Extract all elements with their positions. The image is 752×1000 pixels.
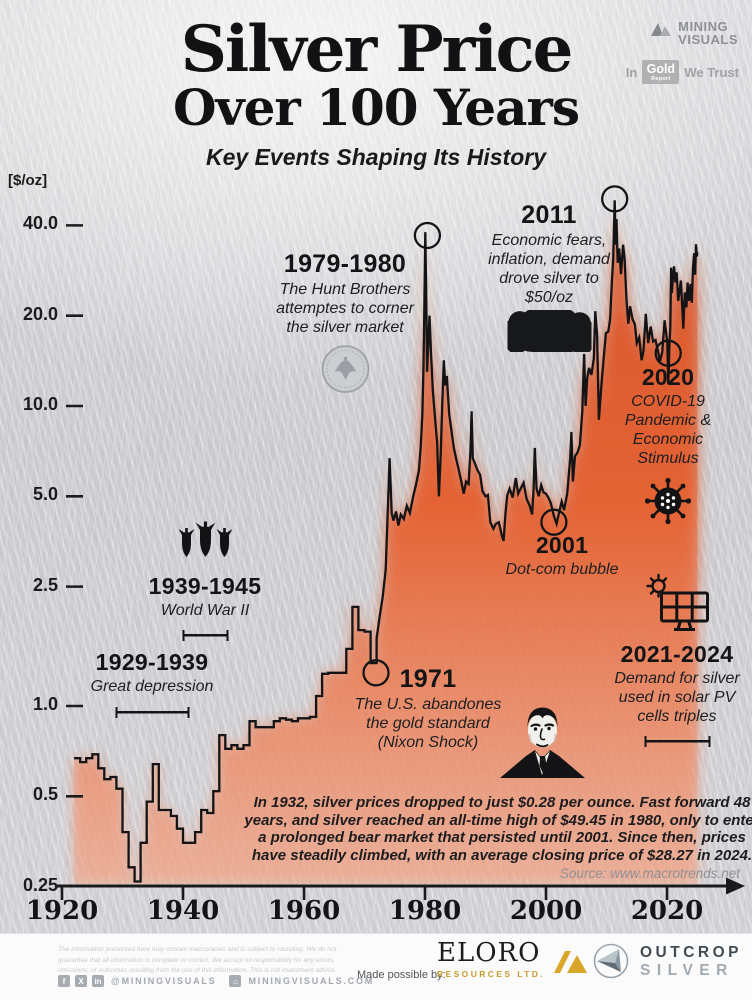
solar-panel-icon <box>645 573 709 631</box>
igwt-we-trust: We Trust <box>684 64 739 80</box>
event-text: COVID-19 Pandemic & Economic Stimulus <box>624 393 712 467</box>
x-axis-tick-label: 1940 <box>146 896 220 926</box>
igwt-gold: Gold <box>646 62 676 76</box>
eloro-subtitle: RESOURCES LTD. <box>437 969 546 979</box>
event-years: 1929-1939 <box>95 649 209 675</box>
y-axis-tick-label: 20.0 <box>22 303 58 324</box>
event-years: 1939-1945 <box>148 573 262 599</box>
year-range-bracket <box>644 735 710 747</box>
event-text: Great depression <box>90 678 214 695</box>
event-years: 2021-2024 <box>620 641 734 667</box>
mining-visuals-line2: VISUALS <box>678 32 738 48</box>
eloro-name: ELORO <box>437 938 541 968</box>
event-text: The Hunt Brothers attemptes to corner th… <box>276 281 414 336</box>
linkedin-icon: in <box>92 975 104 987</box>
x-axis <box>55 877 745 900</box>
event-marker-circle <box>601 185 629 213</box>
coronavirus-icon <box>644 477 692 524</box>
event-marker-circle <box>362 659 390 687</box>
annotation-great-depression: 1929-1939 Great depression <box>55 649 250 718</box>
event-years: 2011 <box>521 201 577 229</box>
header: Silver Price Over 100 Years Key Events S… <box>0 16 752 171</box>
igwt-gold-box: Gold Report <box>642 60 680 85</box>
social-row: f X in @MININGVISUALS ⌂ MININGVISUALS.CO… <box>58 975 382 987</box>
outcrop-line1: OUTCROP <box>640 943 742 961</box>
event-text: Demand for silver used in solar PV cells… <box>614 670 740 725</box>
event-years: 1971 <box>399 665 457 693</box>
y-axis-tick-label: 10.0 <box>22 394 58 414</box>
three-stars-icon <box>499 297 599 355</box>
event-text: Economic fears, inflation, demand drove … <box>488 232 610 306</box>
y-axis-tick-label: 2.5 <box>32 574 58 595</box>
igwt-report: Report <box>651 75 671 82</box>
y-axis-tick-label: 0.25 <box>22 874 58 895</box>
caption-paragraph: In 1932, silver prices dropped to just $… <box>244 794 752 865</box>
mining-visuals-line1: MINING <box>678 19 729 34</box>
igwt-in: In <box>625 64 638 80</box>
mining-visuals-logo: MINING VISUALS <box>650 20 738 47</box>
event-marker-circle <box>654 339 682 367</box>
event-text: The U.S. abandones the gold standard (Ni… <box>354 696 502 751</box>
event-text: World War II <box>160 602 250 619</box>
website-url: MININGVISUALS.COM <box>248 976 375 986</box>
y-axis-tick-label: 40.0 <box>22 213 58 234</box>
made-possible-by-label: Made possible by: <box>357 969 446 981</box>
event-text: Dot-com bubble <box>505 561 619 578</box>
page-subtitle: Key Events Shaping Its History <box>206 144 546 171</box>
annotation-1971: 1971 The U.S. abandones the gold standar… <box>326 665 531 753</box>
home-icon: ⌂ <box>229 975 242 987</box>
disclaimer-text: The information presented here may conta… <box>58 946 337 975</box>
event-marker-circle <box>540 508 568 536</box>
footer-bar: The information presented here may conta… <box>0 933 752 1000</box>
page-title: Silver Price <box>180 12 574 87</box>
y-axis-unit-label: [$/oz] <box>8 172 48 189</box>
x-axis-tick-label: 1960 <box>267 896 341 926</box>
outcrop-mark-icon <box>593 943 629 979</box>
event-years: 1979-1980 <box>283 250 407 278</box>
event-years: 2001 <box>535 532 589 558</box>
x-axis-tick-label: 1980 <box>388 896 462 926</box>
page-title-line2: Over 100 Years <box>173 78 580 138</box>
y-axis-tick-label: 5.0 <box>32 484 58 505</box>
bombs-icon <box>178 521 232 557</box>
mining-visuals-mark-icon <box>651 23 672 36</box>
annotation-hunt-brothers: 1979-1980 The Hunt Brothers attemptes to… <box>238 250 453 399</box>
x-axis-tick-label: 2000 <box>509 896 583 926</box>
y-axis-tick-label: 1.0 <box>32 694 58 714</box>
x-twitter-icon: X <box>75 975 87 987</box>
x-axis-tick-label: 1920 <box>25 896 99 926</box>
event-marker-circle <box>413 221 442 250</box>
event-years: 2020 <box>641 364 695 390</box>
silver-coin-icon <box>321 344 369 393</box>
in-gold-we-trust-logo: In Gold Report We Trust <box>625 60 739 85</box>
outcrop-silver-logo: OUTCROP SILVER <box>592 942 742 980</box>
year-range-bracket <box>182 629 228 641</box>
facebook-icon: f <box>58 975 70 987</box>
nixon-portrait-icon <box>496 696 588 783</box>
y-axis-ticks <box>66 224 83 798</box>
y-axis-tick-label: 0.5 <box>32 784 58 805</box>
social-handle: @MININGVISUALS <box>111 976 217 986</box>
eloro-mark-icon <box>554 950 588 973</box>
annotation-2001: 2001 Dot-com bubble <box>470 532 655 580</box>
outcrop-line2: SILVER <box>640 962 734 980</box>
annotation-2020: 2020 COVID-19 Pandemic & Economic Stimul… <box>593 364 743 531</box>
annotation-solar: 2021-2024 Demand for silver used in sola… <box>595 572 752 747</box>
year-range-bracket <box>115 706 189 718</box>
price-line <box>74 200 699 883</box>
axis-arrowhead <box>726 877 745 895</box>
eloro-logo: ELORO RESOURCES LTD. <box>437 940 590 979</box>
x-axis-tick-label: 2020 <box>630 896 704 926</box>
source-credit: Source: www.macrotrends.net <box>559 866 740 881</box>
annotation-2011: 2011 Economic fears, inflation, demand d… <box>452 201 647 357</box>
annotation-ww2: 1939-1945 World War II <box>118 520 293 641</box>
